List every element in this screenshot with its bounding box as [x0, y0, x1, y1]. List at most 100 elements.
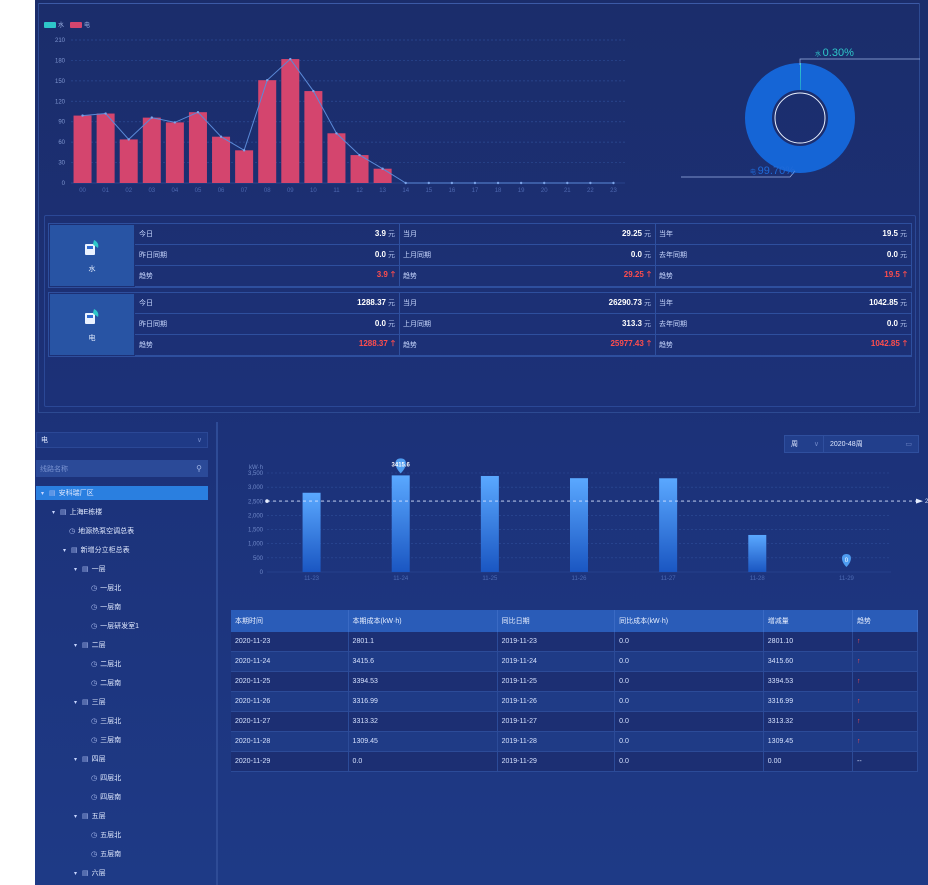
elec-day-today-label: 今日	[139, 300, 153, 307]
x-tick-label: 20	[541, 188, 548, 194]
caret-down-icon[interactable]: ▾	[74, 566, 78, 573]
meter-icon	[85, 308, 99, 324]
y-tick-label: 30	[58, 161, 65, 167]
water-month-today-label: 当月	[403, 231, 417, 238]
period-select[interactable]: 周 ∨	[784, 435, 826, 453]
legend-item-electric[interactable]: 电	[70, 20, 90, 29]
bar-electric	[119, 139, 138, 183]
caret-down-icon[interactable]: ▾	[74, 813, 78, 820]
tree-node[interactable]: ▾ ▤ 一层	[36, 562, 208, 576]
building-icon: ▤	[82, 566, 89, 573]
water-month-prev-unit: 元	[644, 252, 651, 259]
water-month-trend-label: 趋势	[403, 273, 417, 280]
trend-point	[289, 57, 292, 61]
tree-node[interactable]: ◷ 四层北	[36, 771, 208, 785]
bar-electric	[281, 59, 300, 183]
sidebar-divider	[216, 422, 218, 885]
meter-icon: ◷	[91, 661, 98, 668]
table-cell: 3316.99	[348, 691, 498, 712]
tree-node[interactable]: ▾ ▤ 安科瑞厂区	[36, 486, 208, 500]
bar-electric	[73, 115, 92, 183]
x-tick-label: 16	[449, 188, 456, 194]
building-icon: ▤	[71, 547, 78, 554]
hourly-bar-chart: 0 30 60 90 120 150 180 210 00 01 02 03 04 05 06 07 08 09 1…	[55, 38, 625, 194]
x-tick-label: 11-24	[393, 576, 409, 582]
elec-month-trend-value: 25977.43 🡑	[610, 338, 651, 352]
tree-node[interactable]: ▾ ▤ 三层	[36, 695, 208, 709]
tree-node[interactable]: ◷ 二层北	[36, 657, 208, 671]
tree-node[interactable]: ◷ 二层南	[36, 676, 208, 690]
tree-node[interactable]: ◷ 三层北	[36, 714, 208, 728]
tree-node[interactable]: ◷ 五层北	[36, 828, 208, 842]
average-value-label: 2507.28	[925, 499, 928, 505]
tree-node[interactable]: ◷ 一层南	[36, 600, 208, 614]
trend-point	[335, 132, 338, 135]
bar	[570, 478, 588, 572]
trend-point	[450, 181, 454, 185]
water-day-prev-cell: 昨日同期 0.0 元	[135, 245, 399, 266]
meter-icon: ◷	[91, 775, 98, 782]
line-search-input[interactable]: 线路名称 ⚲	[36, 460, 208, 477]
y-tick-label: 500	[253, 556, 264, 562]
tree-node[interactable]: ◷ 一层研发室1	[36, 619, 208, 633]
x-tick-label: 18	[495, 188, 502, 194]
elec-day-prev-cell: 昨日同期 0.0 元	[135, 314, 399, 335]
chevron-down-icon: ∨	[813, 441, 819, 448]
tree-node[interactable]: ◷ 三层南	[36, 733, 208, 747]
week-picker[interactable]: 2020-48周 ▭	[823, 435, 919, 453]
caret-down-icon[interactable]: ▾	[74, 870, 78, 877]
weekly-bar-chart: kW·h 0 500 1,000 1,500 2,000 2,500 3,000 3,500 11…	[248, 458, 928, 582]
tree-node[interactable]: ▾ ▤ 四层	[36, 752, 208, 766]
tree-node-label: 五层北	[100, 832, 122, 839]
elec-month-prev-cell: 上月同期 313.3 元	[399, 314, 655, 335]
tree-node[interactable]: ▾ ▤ 六层	[36, 866, 208, 880]
caret-down-icon[interactable]: ▾	[74, 699, 78, 706]
tree-node[interactable]: ▾ ▤ 新增分立柜总表	[36, 543, 208, 557]
elec-year-prev-cell: 去年同期 0.0 元	[655, 314, 911, 335]
elec-year-trend-number: 1042.85	[870, 339, 900, 348]
table-cell: 0.0	[614, 731, 764, 752]
trend-point	[473, 181, 477, 185]
water-year-prev-number: 0.0	[886, 250, 898, 259]
x-tick-label: 11-23	[304, 576, 320, 582]
meter-icon: ◷	[91, 680, 98, 687]
top-panel	[38, 3, 920, 413]
tree-node[interactable]: ▾ ▤ 二层	[36, 638, 208, 652]
water-ratio-name: 水	[815, 50, 823, 58]
tree-node[interactable]: ▾ ▤ 上海E栋楼	[36, 505, 208, 519]
energy-dashboard: 水 电 0 30 60 90 120 150 180 210 00 01 02 03 04 05 06 07 0…	[35, 0, 928, 885]
x-tick-label: 00	[79, 188, 86, 194]
tree-node[interactable]: ◷ 四层南	[36, 790, 208, 804]
y-tick-label: 2,500	[248, 499, 264, 505]
x-tick-label: 22	[587, 188, 594, 194]
average-arrow-icon	[916, 498, 923, 504]
week-value: 2020-48周	[830, 441, 863, 448]
meter-icon: ◷	[91, 832, 98, 839]
building-icon: ▤	[60, 509, 67, 516]
water-year-prev-unit: 元	[900, 252, 907, 259]
trend-point	[566, 181, 569, 185]
trend-up-arrow-icon: 🡑	[902, 270, 907, 279]
caret-down-icon[interactable]: ▾	[41, 490, 45, 497]
legend-item-water[interactable]: 水	[44, 20, 64, 29]
x-tick-label: 07	[241, 188, 248, 194]
caret-down-icon[interactable]: ▾	[52, 509, 56, 516]
search-icon[interactable]: ⚲	[196, 464, 202, 473]
table-cell: 2020-11-28	[231, 731, 349, 752]
y-tick-label: 210	[55, 38, 66, 44]
caret-down-icon[interactable]: ▾	[74, 642, 78, 649]
y-tick-label: 3,000	[248, 485, 264, 491]
energy-type-select[interactable]: 电 ∨	[36, 432, 208, 448]
tree-node[interactable]: ◷ 一层北	[36, 581, 208, 595]
tree-node-label: 五层	[91, 813, 106, 820]
water-month-trend-value: 29.25 🡑	[624, 269, 651, 283]
caret-down-icon[interactable]: ▾	[74, 756, 78, 763]
trend-cell: --	[852, 751, 918, 772]
tree-node[interactable]: ◷ 地源热泵空调总表	[36, 524, 208, 538]
tree-node[interactable]: ▾ ▤ 五层	[36, 809, 208, 823]
elec-month-today-number: 26290.73	[608, 298, 642, 307]
elec-year-prev-unit: 元	[900, 321, 907, 328]
elec-month-prev-number: 313.3	[621, 319, 642, 328]
tree-node[interactable]: ◷ 五层南	[36, 847, 208, 861]
caret-down-icon[interactable]: ▾	[63, 547, 67, 554]
